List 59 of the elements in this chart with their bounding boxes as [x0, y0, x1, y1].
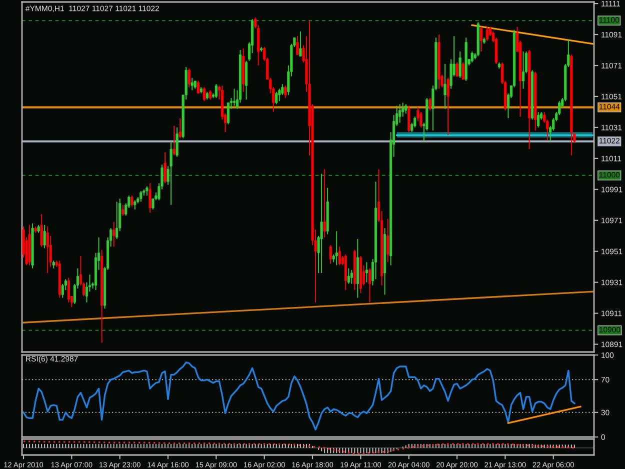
candlestick	[140, 190, 142, 202]
candlestick	[480, 26, 482, 52]
candlestick	[208, 90, 212, 100]
candlestick	[116, 201, 118, 240]
candlestick	[148, 182, 152, 214]
candlestick	[296, 36, 299, 56]
candlestick	[365, 262, 368, 283]
candlestick	[368, 268, 372, 303]
candlestick	[178, 118, 182, 139]
candlestick	[486, 26, 488, 42]
candlestick	[46, 226, 49, 274]
candlestick	[112, 221, 116, 248]
candlestick	[122, 204, 124, 216]
candlestick	[320, 173, 323, 274]
candlestick	[188, 68, 190, 88]
candlestick	[170, 140, 172, 206]
candlestick	[67, 277, 70, 303]
candlestick	[244, 60, 248, 100]
candlestick	[226, 102, 230, 125]
candlestick	[232, 88, 236, 106]
candlestick	[61, 283, 64, 298]
candlestick	[130, 195, 134, 207]
line-series	[22, 362, 576, 430]
candlestick	[176, 126, 178, 158]
candlestick	[414, 116, 416, 128]
candlestick	[164, 152, 166, 184]
candlestick	[404, 104, 408, 114]
candlestick	[398, 104, 402, 124]
candlestick	[335, 230, 338, 266]
candlestick	[275, 91, 278, 105]
candlestick	[537, 111, 540, 128]
candlestick	[428, 98, 432, 111]
candlestick	[522, 51, 525, 90]
candlestick	[470, 51, 474, 63]
candlestick	[202, 86, 206, 102]
candlestick	[420, 111, 422, 128]
candlestick	[323, 168, 326, 238]
candlestick	[347, 268, 350, 284]
candlestick	[386, 218, 390, 263]
candlestick	[446, 77, 450, 136]
candlestick	[214, 84, 218, 99]
candlestick	[299, 30, 302, 57]
candlestick	[196, 80, 200, 94]
candlestick	[146, 186, 148, 196]
candlestick	[444, 63, 446, 110]
candlestick	[284, 85, 287, 99]
candlestick	[456, 62, 458, 77]
candlestick	[278, 88, 281, 102]
candlestick	[408, 105, 410, 133]
candlestick	[458, 51, 462, 78]
candlestick	[172, 125, 176, 156]
candlestick	[190, 77, 194, 91]
candlestick	[43, 224, 46, 249]
candlestick	[462, 62, 464, 80]
candlestick	[329, 244, 332, 264]
candlestick	[350, 269, 353, 284]
candlestick	[338, 246, 341, 266]
candlestick	[134, 200, 136, 210]
candlestick	[40, 214, 43, 248]
